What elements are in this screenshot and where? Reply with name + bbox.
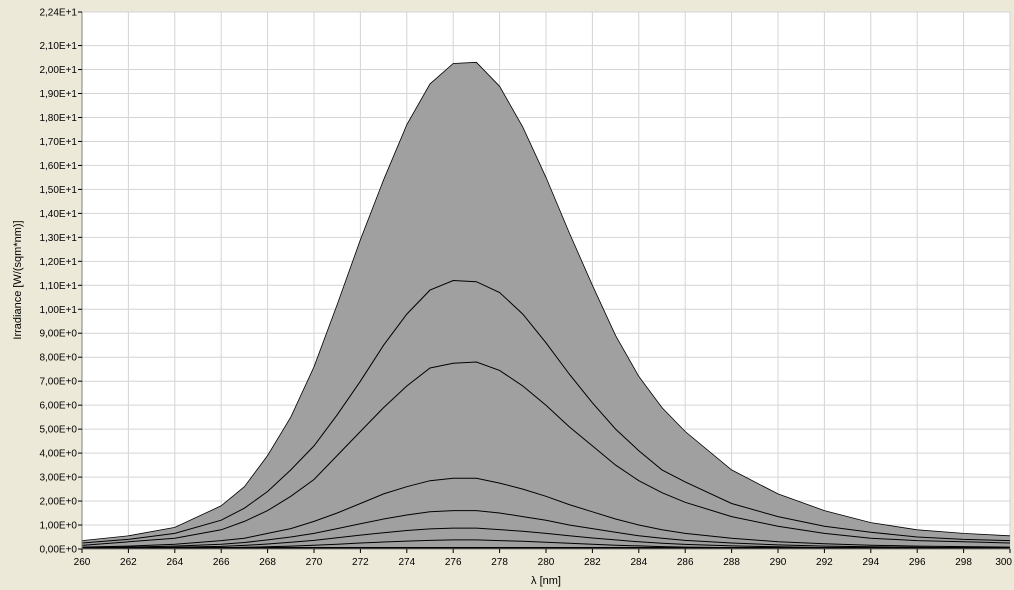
y-tick-label: 1,90E+1 xyxy=(39,89,77,100)
x-tick-label: 280 xyxy=(538,557,555,568)
x-tick-label: 294 xyxy=(862,557,879,568)
y-tick-label: 2,24E+1 xyxy=(39,8,77,19)
x-tick-label: 266 xyxy=(213,557,230,568)
series-line-3 xyxy=(81,361,1011,546)
y-tick-label: 2,00E+0 xyxy=(39,497,77,508)
y-tick-label: 3,00E+0 xyxy=(39,473,77,484)
x-tick-label: 274 xyxy=(398,557,415,568)
x-tick-label: 298 xyxy=(955,557,972,568)
x-tick-label: 264 xyxy=(166,557,183,568)
tick-labels: 0,00E+0 1,00E+0 2,00E+0 3,00E+0 4,00E+0 5,00E… xyxy=(39,8,1012,569)
y-tick-label: 0,00E+0 xyxy=(39,545,77,556)
y-tick-label: 8,00E+0 xyxy=(39,353,77,364)
series-line-5 xyxy=(81,510,1010,549)
x-tick-label: 290 xyxy=(770,557,787,568)
y-tick-label: 9,00E+0 xyxy=(39,329,77,340)
x-tick-label: 276 xyxy=(445,557,462,568)
y-tick-label: 1,20E+1 xyxy=(39,257,77,268)
x-tick-label: 296 xyxy=(909,557,926,568)
y-tick-label: 6,00E+0 xyxy=(39,401,77,412)
series-line-2 xyxy=(81,279,1011,544)
x-tick-label: 288 xyxy=(723,557,740,568)
x-tick-label: 282 xyxy=(584,557,601,568)
y-tick-label: 1,00E+1 xyxy=(39,305,77,316)
area-layer xyxy=(82,62,1010,550)
x-tick-label: 286 xyxy=(677,557,694,568)
series-line-6 xyxy=(81,527,1010,549)
x-tick-label: 300 xyxy=(995,557,1012,568)
y-tick-label: 2,10E+1 xyxy=(39,41,77,52)
y-tick-label: 1,50E+1 xyxy=(39,185,77,196)
y-tick-label: 1,60E+1 xyxy=(39,161,77,172)
x-axis-title: λ [nm] xyxy=(531,575,561,587)
y-tick-label: 4,00E+0 xyxy=(39,449,77,460)
y-tick-label: 1,10E+1 xyxy=(39,281,77,292)
series-lines xyxy=(81,61,1011,550)
axes xyxy=(78,11,1011,553)
irradiance-area-fill xyxy=(82,62,1010,550)
y-tick-label: 1,80E+1 xyxy=(39,113,77,124)
series-line-1 xyxy=(81,61,1011,541)
x-tick-label: 292 xyxy=(816,557,833,568)
y-tick-label: 5,00E+0 xyxy=(39,425,77,436)
y-tick-label: 1,70E+1 xyxy=(39,137,77,148)
y-tick-label: 2,00E+1 xyxy=(39,65,77,76)
y-tick-label: 1,30E+1 xyxy=(39,233,77,244)
x-tick-label: 260 xyxy=(74,557,91,568)
y-tick-label: 1,00E+0 xyxy=(39,521,77,532)
x-tick-label: 268 xyxy=(259,557,276,568)
x-tick-label: 284 xyxy=(630,557,647,568)
y-tick-label: 7,00E+0 xyxy=(39,377,77,388)
y-axis-title: Irradiance [W/(sqm*nm)] xyxy=(12,220,24,339)
x-tick-label: 262 xyxy=(120,557,137,568)
x-tick-label: 270 xyxy=(306,557,323,568)
x-tick-label: 278 xyxy=(491,557,508,568)
x-tick-label: 272 xyxy=(352,557,369,568)
y-tick-label: 1,40E+1 xyxy=(39,209,77,220)
series-line-4 xyxy=(81,477,1011,548)
